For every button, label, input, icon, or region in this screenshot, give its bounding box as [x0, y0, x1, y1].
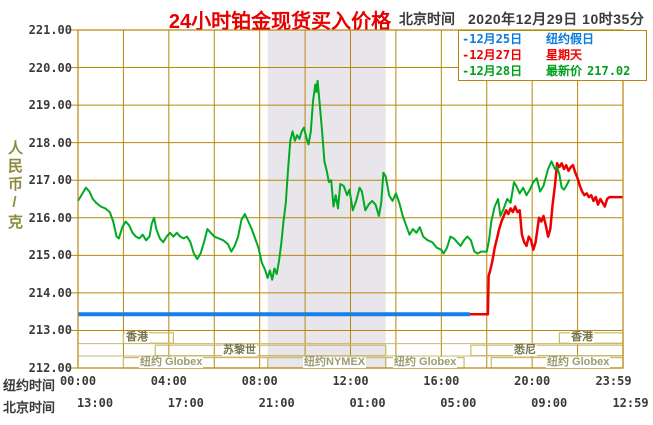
session-label: 纽约 Globex [546, 356, 611, 369]
x-axis-label-ny: 20:00 [514, 374, 551, 388]
header-timezone-label: 北京时间 [399, 11, 455, 27]
y-axis-label: 213.00 [28, 323, 72, 338]
x-axis-row-label-beijing: 北京时间 [3, 400, 56, 415]
legend-latest-price: 217.02 [587, 63, 631, 78]
x-axis-label-beijing: 13:00 [76, 396, 114, 410]
legend-note: 最新价 [546, 63, 583, 78]
y-axis-label: 219.00 [28, 98, 72, 113]
session-label: 香港 [125, 331, 149, 344]
legend-note: 星期天 [546, 47, 583, 62]
session-label: 苏黎世 [222, 343, 257, 356]
nymex-session-shaded-band [267, 30, 386, 368]
y-axis-label: 218.00 [28, 135, 72, 150]
session-label: 纽约NYMEX [303, 356, 367, 369]
x-axis-label-beijing: 17:00 [167, 396, 204, 410]
x-axis-label-ny: 12:00 [332, 374, 369, 388]
session-bracket [470, 344, 624, 357]
y-axis-unit-label: 人民币/克 [6, 140, 23, 232]
y-axis-label: 221.00 [28, 23, 72, 37]
y-axis-label: 215.00 [28, 248, 72, 263]
x-axis-label-ny: 23:59 [595, 374, 632, 388]
y-axis-label: 212.00 [28, 361, 72, 375]
page-title: 24小时铂金现货买入价格 [168, 11, 392, 33]
y-axis-label: 214.00 [28, 285, 72, 300]
legend-date-label: -12月27日 [462, 47, 523, 62]
session-label: 纽约 Globex [139, 356, 204, 369]
y-axis-label: 216.00 [28, 210, 72, 225]
x-axis-label-ny: 00:00 [59, 374, 97, 388]
session-label: 香港 [570, 331, 594, 344]
session-label: 悉尼 [513, 343, 537, 356]
legend-item: -12月27日 星期天 [459, 48, 646, 63]
y-axis-label: 220.00 [28, 60, 72, 75]
x-axis-label-beijing: 09:00 [531, 396, 568, 410]
legend-item: -12月25日 纽约假日 [459, 32, 646, 47]
y-axis-label: 217.00 [28, 173, 72, 188]
x-axis-label-beijing: 01:00 [349, 396, 386, 410]
x-axis-label-beijing: 12:59 [612, 396, 649, 410]
legend-note: 纽约假日 [546, 32, 595, 47]
legend-date-label: -12月28日 [462, 63, 523, 78]
session-bracket [154, 344, 387, 357]
legend-date-label: -12月25日 [462, 32, 523, 47]
x-axis-label-ny: 08:00 [241, 374, 278, 388]
x-axis-label-ny: 16:00 [423, 374, 460, 388]
session-label: 纽约 Globex [393, 356, 458, 369]
x-axis-row-label-ny: 纽约时间 [3, 378, 56, 393]
legend-box: -12月25日 纽约假日 -12月27日 星期天 -12月28日 最新价 217.02 [458, 30, 647, 81]
x-axis-label-beijing: 05:00 [440, 396, 477, 410]
legend-item: -12月28日 最新价 217.02 [459, 64, 646, 79]
price-line-dec28 [77, 79, 571, 281]
header-datetime: 2020年12月29日 10时35分 [468, 11, 645, 27]
x-axis-label-ny: 04:00 [150, 374, 187, 388]
price-line-dec27 [469, 162, 623, 316]
x-axis-label-beijing: 21:00 [258, 396, 295, 410]
